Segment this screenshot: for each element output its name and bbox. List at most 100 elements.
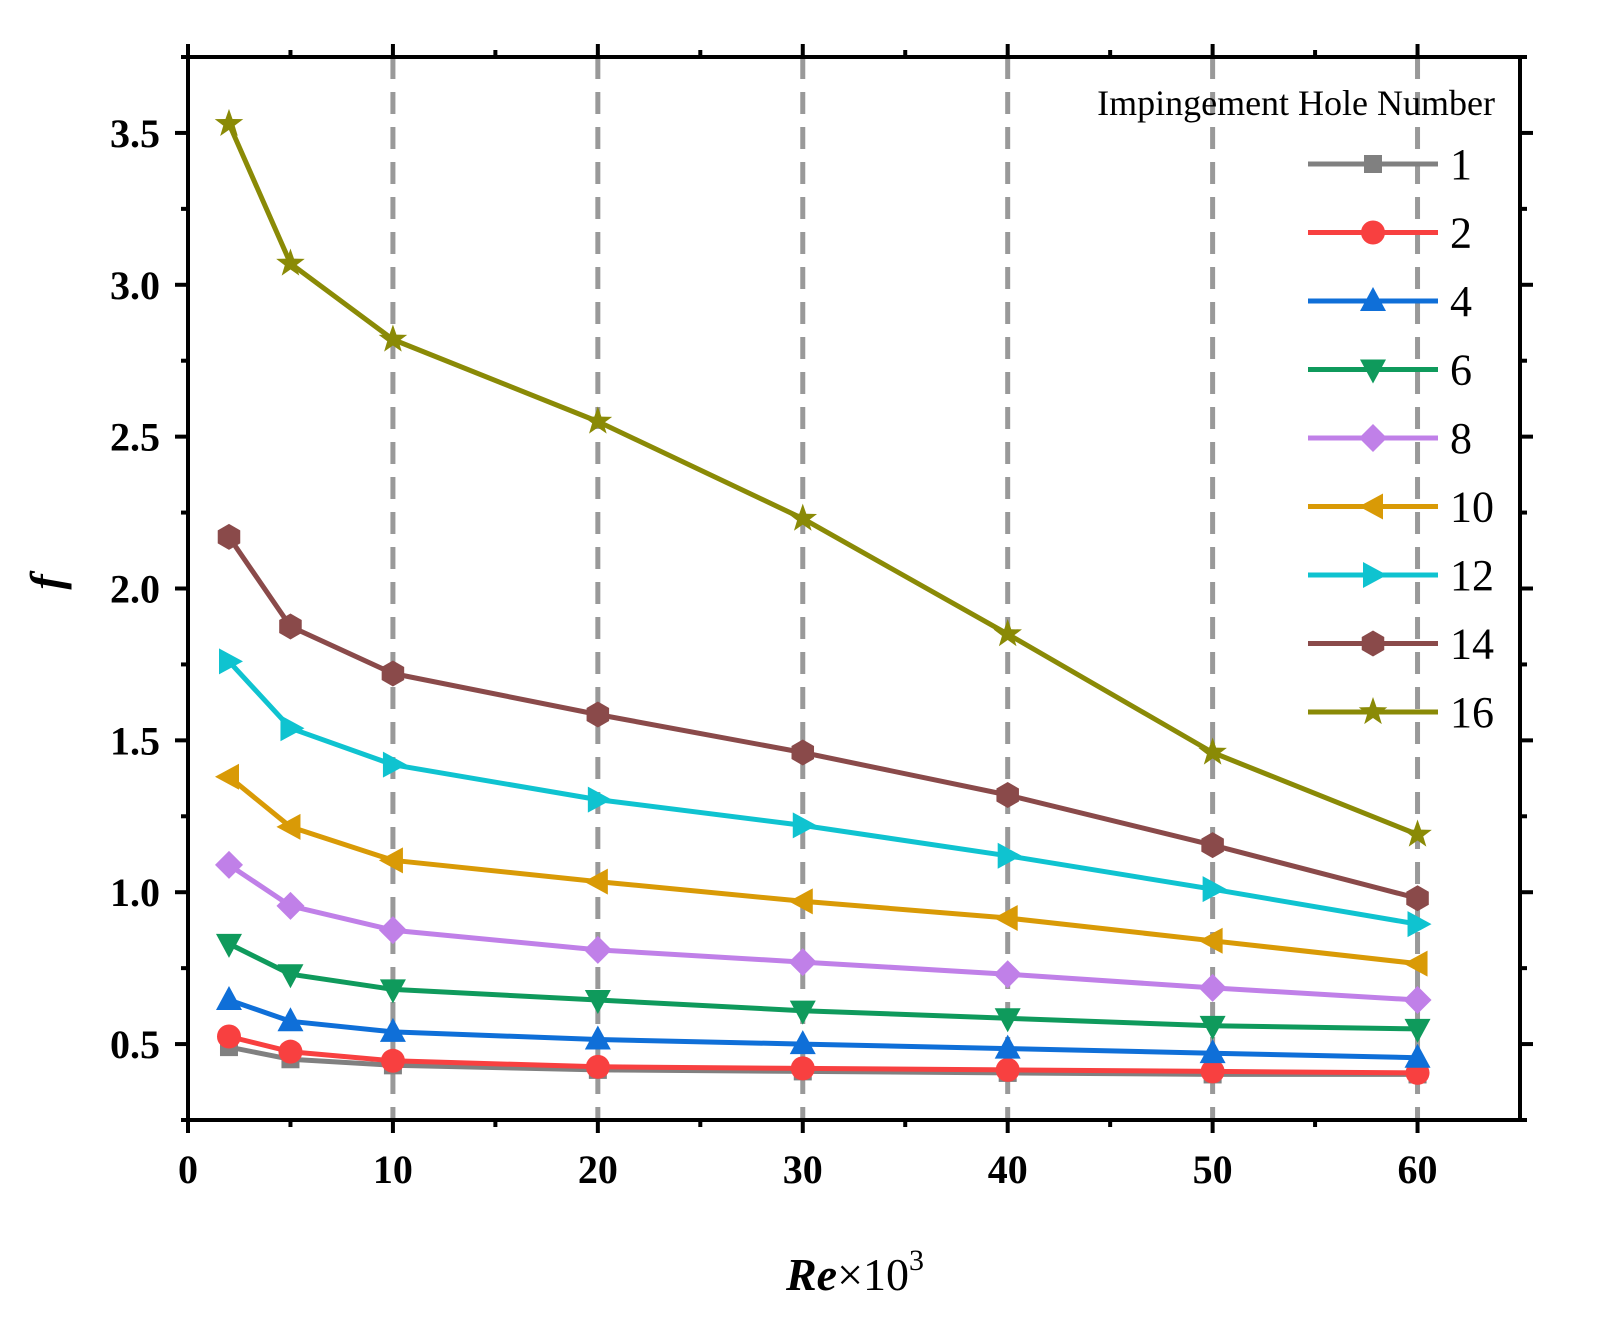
series-line-4 [228,997,1418,1061]
point-series-12 [218,648,243,675]
legend-marker-2 [1361,220,1385,245]
point-series-10 [214,763,239,790]
point-series-6 [1404,1018,1431,1043]
point-series-12 [997,842,1022,869]
point-series-14 [791,739,815,766]
point-series-16 [788,503,818,531]
legend-label-16: 16 [1450,688,1494,737]
point-series-6 [994,1008,1021,1033]
legend-title: Impingement Hole Number [1097,83,1495,123]
series-line-2 [228,1034,1418,1076]
point-series-12 [792,812,817,839]
point-series-16 [214,108,244,136]
series-lines [226,122,1419,1077]
y-tick-label: 1.0 [110,870,160,915]
x-tick-label: 20 [578,1147,618,1192]
point-series-10 [583,868,608,895]
point-series-6 [277,964,304,989]
point-series-8 [583,935,612,964]
x-tick-label: 50 [1193,1147,1233,1192]
axis-ticks: 0 10 20 30 40 50 60 0.5 1.0 1.5 2.0 2.5 3.0 3.5 [110,44,1533,1192]
point-series-8 [1198,973,1227,1002]
point-series-14 [586,701,610,728]
point-series-10 [1403,950,1428,977]
legend-label-8: 8 [1450,414,1472,463]
point-series-10 [993,905,1018,932]
point-series-16 [1403,819,1432,847]
point-series-10 [276,813,301,840]
point-series-2 [216,1024,241,1049]
point-series-2 [585,1054,610,1079]
plot-frame [186,55,1522,1122]
legend-marker-8 [1359,424,1387,452]
point-series-8 [993,960,1022,989]
x-axis-title-main: Re [785,1249,837,1300]
series-line-10 [227,774,1418,967]
point-series-4 [215,986,242,1011]
legend-marker-1 [1364,155,1382,173]
y-tick-label: 1.5 [110,718,160,763]
y-axis-title: f [21,570,72,590]
point-series-16 [1198,737,1227,765]
x-tick-label: 40 [988,1147,1028,1192]
point-series-8 [276,891,305,920]
point-series-14 [381,660,405,687]
point-series-14 [217,523,241,550]
point-series-2 [380,1048,405,1073]
point-series-4 [789,1030,816,1055]
legend-marker-10 [1359,493,1383,520]
legend-marker-14 [1361,630,1385,657]
series-line-6 [227,941,1418,1032]
point-series-10 [788,888,813,915]
y-tick-label: 3.5 [110,111,160,156]
point-series-6 [215,933,242,958]
point-series-12 [1407,911,1432,938]
point-series-6 [789,1000,816,1025]
legend-label-14: 14 [1450,620,1494,669]
point-series-6 [379,979,406,1004]
x-tick-label: 0 [178,1147,198,1192]
point-series-2 [790,1056,815,1081]
legend-label-1: 1 [1450,140,1472,189]
legend-label-2: 2 [1450,209,1472,258]
point-series-16 [276,248,305,276]
legend-marker-4 [1360,287,1386,311]
point-series-16 [378,324,408,352]
x-axis-title-exponent: 3 [909,1244,924,1277]
point-series-14 [279,613,302,640]
series-line-14 [226,535,1419,901]
point-series-16 [993,619,1022,647]
gridlines [390,57,1421,1120]
series-markers [214,108,1432,1085]
y-tick-label: 2.0 [110,567,160,612]
point-series-2 [995,1057,1020,1082]
point-series-8 [378,916,407,945]
x-axis-title: Re×103 [785,1244,924,1300]
point-series-4 [1199,1039,1226,1064]
legend-marker-16 [1358,697,1388,725]
point-series-8 [1403,986,1432,1015]
point-series-10 [1198,927,1223,954]
legend-label-10: 10 [1450,483,1494,532]
legend-label-4: 4 [1450,277,1472,326]
point-series-12 [1202,876,1227,903]
legend-marker-6 [1360,359,1386,384]
point-series-12 [587,786,612,813]
y-tick-label: 0.5 [110,1022,160,1067]
point-series-4 [1404,1043,1431,1068]
legend-marker-12 [1363,562,1387,588]
series-line-8 [227,862,1418,1003]
y-tick-label: 2.5 [110,415,160,460]
point-series-14 [996,782,1019,809]
point-series-4 [584,1025,611,1050]
point-series-8 [788,948,817,977]
point-series-10 [378,847,403,874]
point-series-4 [379,1017,406,1042]
x-tick-label: 60 [1398,1147,1438,1192]
point-series-6 [584,990,611,1015]
x-tick-label: 30 [783,1147,823,1192]
point-series-12 [382,751,407,778]
point-series-12 [280,715,305,742]
